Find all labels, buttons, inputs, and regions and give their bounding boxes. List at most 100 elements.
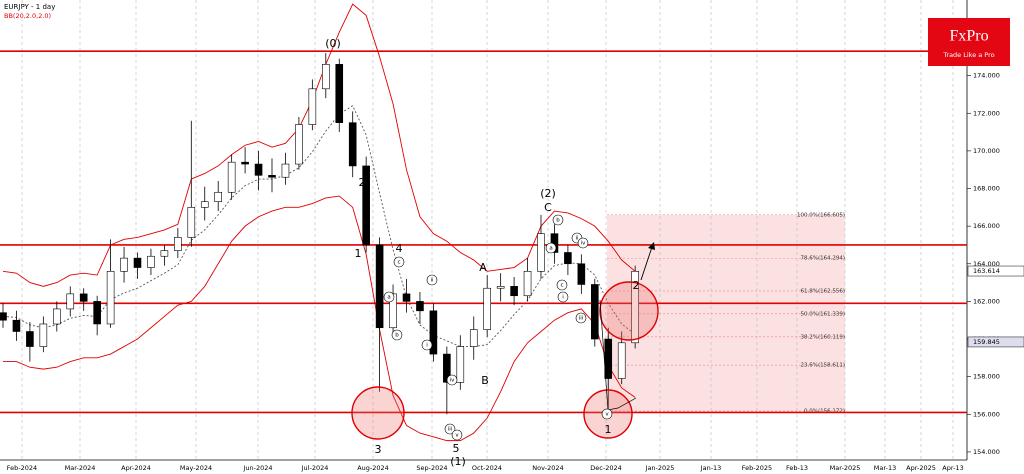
bb-lower xyxy=(3,195,636,442)
x-tick-label: Mar-2024 xyxy=(65,464,96,472)
candle-body xyxy=(335,64,344,123)
candle-body xyxy=(443,353,451,383)
candle-body xyxy=(120,257,128,272)
wave-label: (2) xyxy=(540,187,556,200)
y-tick-label: 166.000 xyxy=(973,222,1000,230)
x-tick-label: Dec-2024 xyxy=(590,464,621,472)
annotation-circle xyxy=(426,274,438,286)
price-label: 159.845 xyxy=(973,338,1000,346)
candle-body xyxy=(617,342,626,379)
bb-upper xyxy=(2,3,636,287)
annotation-circle xyxy=(557,291,569,303)
projection-line xyxy=(599,299,637,411)
wave-label: (0) xyxy=(325,37,341,50)
x-tick-label: Oct-2024 xyxy=(472,464,502,472)
candle-body xyxy=(281,163,290,178)
wave-label: ii xyxy=(430,278,434,284)
candle-body xyxy=(79,293,88,302)
y-tick-label: 172.000 xyxy=(973,109,1000,117)
annotation-circle xyxy=(545,242,557,254)
annotation-circle xyxy=(383,291,395,303)
price-label: 163.614 xyxy=(973,267,1000,275)
price-label-box xyxy=(967,265,1024,277)
candle-body xyxy=(416,301,424,312)
x-tick-label: Feb-13 xyxy=(786,464,808,472)
x-tick-label: Mar-13 xyxy=(874,464,896,472)
wave-label: iii xyxy=(448,427,453,433)
candle-body xyxy=(456,346,465,383)
wave-label: 1 xyxy=(605,423,612,436)
candle-body xyxy=(590,284,599,340)
y-tick-label: 164.000 xyxy=(973,260,1000,268)
candle-body xyxy=(66,293,75,310)
wave-label: B xyxy=(481,374,489,387)
candle-body xyxy=(268,175,276,178)
wave-label: iv xyxy=(450,378,456,384)
candle-body xyxy=(295,124,303,165)
candle-body xyxy=(187,207,196,238)
wave-label: b xyxy=(556,218,560,224)
wave-label: 4 xyxy=(396,242,403,255)
candle-body xyxy=(227,161,236,193)
candle-body xyxy=(0,312,7,321)
y-tick-label: 158.000 xyxy=(973,373,1000,381)
wave-label: a xyxy=(549,246,552,252)
x-tick-label: Apr-2024 xyxy=(121,464,151,472)
wave-label: 3 xyxy=(375,443,382,456)
logo-title: FxPro xyxy=(949,28,988,45)
wave-label: 2 xyxy=(359,176,366,189)
annotation-circle xyxy=(552,214,564,226)
annotation-circle xyxy=(556,279,568,291)
wave-label: 2 xyxy=(633,279,640,292)
arrow-head xyxy=(648,242,655,250)
candle-body xyxy=(483,287,492,330)
candle-body xyxy=(537,233,545,272)
x-tick-label: Apr-13 xyxy=(942,464,963,472)
annotation-circle xyxy=(393,256,405,268)
x-tick-label: Feb-2025 xyxy=(742,464,772,472)
x-tick-label: Sep-2024 xyxy=(416,464,447,472)
candle-body xyxy=(106,270,115,325)
x-tick-label: Jan-13 xyxy=(700,464,722,472)
candle-body xyxy=(214,191,222,202)
candle-body xyxy=(631,270,639,344)
wave-label: b xyxy=(395,333,399,339)
annotation-circle xyxy=(575,312,587,324)
x-tick-label: Apr-2025 xyxy=(906,464,936,472)
highlight-circle xyxy=(599,281,659,341)
candle-body xyxy=(93,301,101,325)
y-tick-label: 156.000 xyxy=(973,410,1000,418)
price-label-box xyxy=(967,336,1024,348)
y-tick-label: 174.000 xyxy=(973,72,1000,80)
indicator-label: BB(20,2.0,2.0) xyxy=(4,12,51,20)
wave-label: 1 xyxy=(355,247,362,260)
candle-body xyxy=(241,161,249,165)
candle-body xyxy=(52,308,61,325)
fib-label: 50.0%(161.339) xyxy=(800,311,845,317)
annotation-circle xyxy=(444,423,456,435)
logo-box xyxy=(928,18,1010,66)
candle-body xyxy=(362,165,370,246)
highlight-circle xyxy=(351,386,405,440)
fib-label: 38.2%(160.119) xyxy=(800,334,845,340)
wave-label: A xyxy=(479,261,487,274)
candle-body xyxy=(375,244,384,329)
candle-body xyxy=(523,270,532,297)
annotation-circle xyxy=(577,237,589,249)
candle-body xyxy=(564,252,572,265)
wave-label: i xyxy=(426,343,428,349)
fib-label: 100.0%(166.605) xyxy=(797,212,845,218)
candle-body xyxy=(160,250,169,257)
annotation-circle xyxy=(446,374,458,386)
fib-label: 78.6%(164.294) xyxy=(800,256,845,262)
wave-label: C xyxy=(544,201,552,214)
logo-subtitle: Trade Like a Pro xyxy=(942,51,994,59)
annotation-circle xyxy=(391,329,403,341)
x-tick-label: May-2024 xyxy=(180,464,212,472)
candle-body xyxy=(200,201,209,208)
candle-body xyxy=(12,319,21,332)
annotation-circle xyxy=(601,408,613,420)
wave-label: iv xyxy=(581,241,587,247)
candle-body xyxy=(348,122,357,167)
